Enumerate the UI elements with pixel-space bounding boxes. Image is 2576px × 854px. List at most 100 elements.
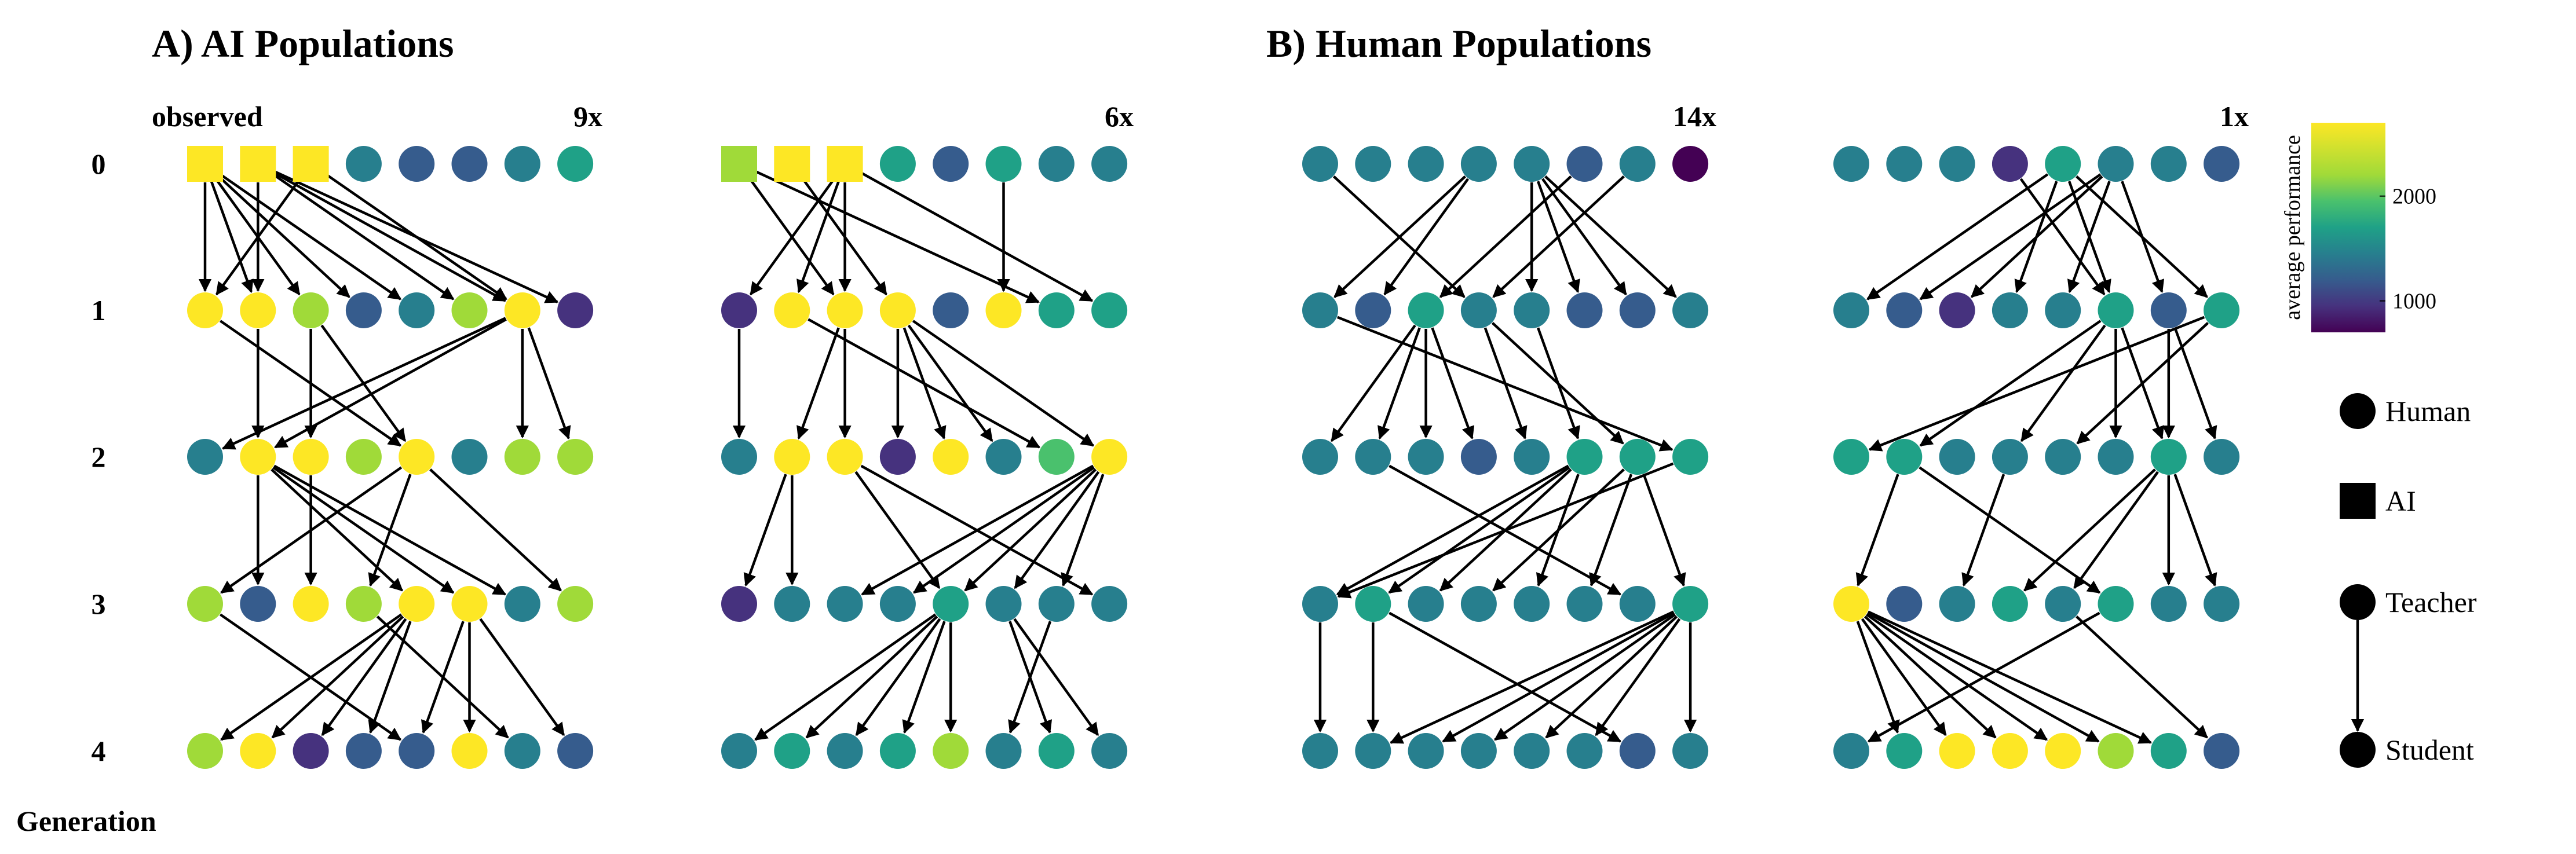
teacher-student-edge (271, 468, 403, 592)
teacher-student-edge (1919, 173, 2102, 300)
human-node (2204, 292, 2240, 328)
human-node (2045, 733, 2081, 769)
human-node (1302, 146, 1338, 182)
human-node (2045, 292, 2081, 328)
teacher-student-edge (321, 618, 407, 736)
human-node (2045, 586, 2081, 622)
teacher-student-edge (1336, 464, 1569, 596)
human-node (827, 439, 863, 475)
human-node (504, 586, 540, 622)
human-node (1566, 439, 1603, 475)
human-node (557, 733, 594, 769)
human-node (1833, 292, 1869, 328)
teacher-student-edge (274, 318, 507, 449)
human-node (2204, 146, 2240, 182)
teacher-student-edge (861, 464, 1094, 596)
human-node (1886, 586, 1923, 622)
teacher-student-edge (1484, 327, 1528, 440)
teacher-student-edge (1541, 178, 1627, 296)
human-node (774, 292, 810, 328)
human-node (1992, 733, 2028, 769)
teacher-student-edge (1919, 466, 2101, 594)
human-node (2045, 439, 2081, 475)
human-node (1672, 586, 1709, 622)
legend-human-marker (2340, 393, 2376, 429)
human-node (345, 733, 382, 769)
human-node (1833, 586, 1869, 622)
human-node (1408, 439, 1444, 475)
human-node (293, 439, 329, 475)
teacher-student-edge (1491, 322, 1624, 445)
generation-label-4: 4 (92, 735, 106, 767)
legend-ai-marker (2340, 483, 2376, 519)
human-node (827, 586, 863, 622)
human-node (721, 586, 757, 622)
human-node (2098, 292, 2134, 328)
network-2-multiplier: 6x (1105, 100, 1134, 133)
human-node (557, 586, 594, 622)
teacher-student-edge (1868, 316, 2205, 452)
human-node (1408, 292, 1444, 328)
human-node (399, 586, 435, 622)
teacher-student-edge (1388, 466, 1570, 594)
teacher-student-edge (750, 178, 835, 296)
teacher-student-edge (1013, 618, 1099, 736)
teacher-student-edge (854, 471, 941, 589)
human-node (1672, 733, 1709, 769)
human-node (504, 733, 540, 769)
teacher-student-edge (1492, 175, 1625, 298)
human-node (451, 292, 488, 328)
teacher-student-edge (2073, 471, 2159, 589)
human-node (1566, 733, 1603, 769)
human-node (451, 439, 488, 475)
human-node (1514, 733, 1550, 769)
network-4-multiplier: 1x (2220, 100, 2249, 133)
teacher-student-edge (743, 474, 787, 587)
human-node (985, 586, 1022, 622)
colorbar: average performance 1000 2000 (2281, 123, 2436, 332)
teacher-student-edge (1442, 611, 1675, 743)
human-node (2150, 439, 2187, 475)
human-node (879, 733, 916, 769)
teacher-student-edge (2076, 322, 2209, 445)
human-node (1038, 146, 1075, 182)
teacher-student-edge (272, 466, 455, 594)
network-ai-alternate (721, 146, 1128, 769)
teacher-student-edge (1589, 474, 1633, 587)
human-node (2204, 586, 2240, 622)
teacher-student-edge (1383, 178, 1470, 296)
teacher-student-edge (1961, 474, 2005, 587)
network-human-1 (1302, 146, 1709, 769)
human-node (1091, 439, 1128, 475)
teacher-student-edge (1864, 615, 1997, 739)
human-node (1619, 146, 1656, 182)
teacher-student-edge (807, 318, 1041, 449)
human-node (985, 733, 1022, 769)
teacher-student-edge (912, 320, 1095, 447)
human-node (557, 439, 594, 475)
human-node (827, 733, 863, 769)
human-node (774, 439, 810, 475)
human-node (1091, 292, 1128, 328)
human-node (1619, 586, 1656, 622)
teacher-student-edge (215, 178, 301, 296)
human-node (1355, 439, 1391, 475)
ai-node (827, 146, 863, 182)
human-node (1514, 439, 1550, 475)
human-node (345, 439, 382, 475)
human-node (879, 146, 916, 182)
human-node (2098, 146, 2134, 182)
teacher-student-edge (1390, 610, 1675, 744)
legend-human-label: Human (2385, 395, 2471, 427)
human-node (1302, 292, 1338, 328)
teacher-student-edge (1389, 611, 1622, 743)
teacher-student-edge (1970, 175, 2103, 298)
teacher-student-edge (1331, 324, 1416, 442)
human-node (721, 733, 757, 769)
generation-label-2: 2 (92, 441, 106, 473)
human-node (1939, 146, 1975, 182)
teacher-student-edge (1061, 474, 1105, 587)
human-node (1672, 146, 1709, 182)
human-node (1091, 146, 1128, 182)
